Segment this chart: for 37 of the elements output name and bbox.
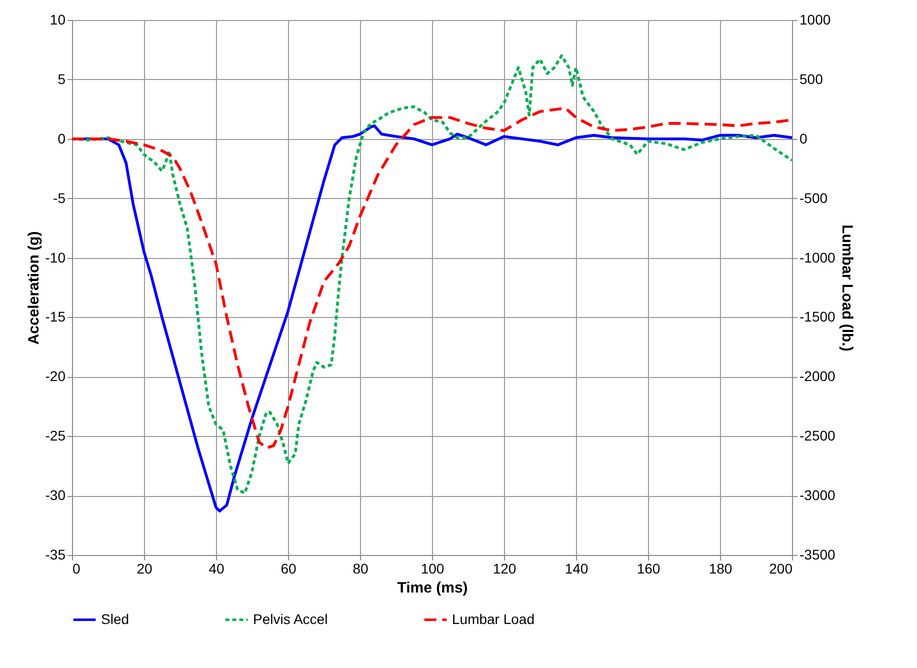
y2-tick-label: -1500 [800, 308, 836, 325]
y-tick-label: -25 [45, 428, 66, 444]
y2-tick-label: -2000 [800, 368, 836, 384]
y2-tick-label: -3000 [800, 487, 836, 504]
y-tick-label: -30 [45, 487, 66, 504]
y-tick-label: -20 [45, 368, 66, 384]
x-tick-label: 180 [708, 560, 732, 576]
y-tick-label: -35 [45, 546, 66, 562]
x-tick-label: 120 [492, 560, 516, 576]
x-tick-label: 0 [72, 560, 80, 576]
y2-tick-label: -3500 [800, 546, 836, 562]
x-tick-label: 200 [769, 560, 793, 576]
y2-tick-label: -500 [800, 190, 828, 206]
y-tick-label: -5 [53, 190, 66, 206]
y2-tick-label: 0 [800, 130, 808, 146]
y-tick-label: -15 [45, 308, 66, 325]
y2-tick-label: 1000 [800, 12, 831, 28]
y2-tick-label: -1000 [800, 249, 836, 266]
x-tick-label: 60 [280, 560, 296, 576]
y-tick-label: -10 [45, 249, 66, 266]
y-tick-label: 5 [58, 70, 66, 87]
x-tick-label: 80 [352, 560, 368, 576]
x-axis-title: Time (ms) [397, 580, 468, 596]
y2-axis-title: Lumbar Load (lb.) [838, 224, 856, 352]
legend-label: Sled [101, 610, 130, 627]
x-tick-label: 140 [564, 560, 588, 576]
y2-tick-label: -2500 [800, 428, 836, 444]
y-axis-title: Acceleration (g) [25, 231, 42, 345]
y-tick-label: 0 [58, 130, 66, 146]
y2-tick-label: 500 [800, 70, 824, 87]
x-tick-label: 20 [136, 560, 152, 576]
x-tick-label: 40 [208, 560, 224, 576]
legend-label: Pelvis Accel [253, 610, 328, 627]
y-tick-label: 10 [50, 12, 66, 28]
legend-label: Lumbar Load [452, 610, 535, 627]
x-tick-label: 160 [636, 560, 660, 576]
x-tick-label: 100 [420, 560, 444, 576]
